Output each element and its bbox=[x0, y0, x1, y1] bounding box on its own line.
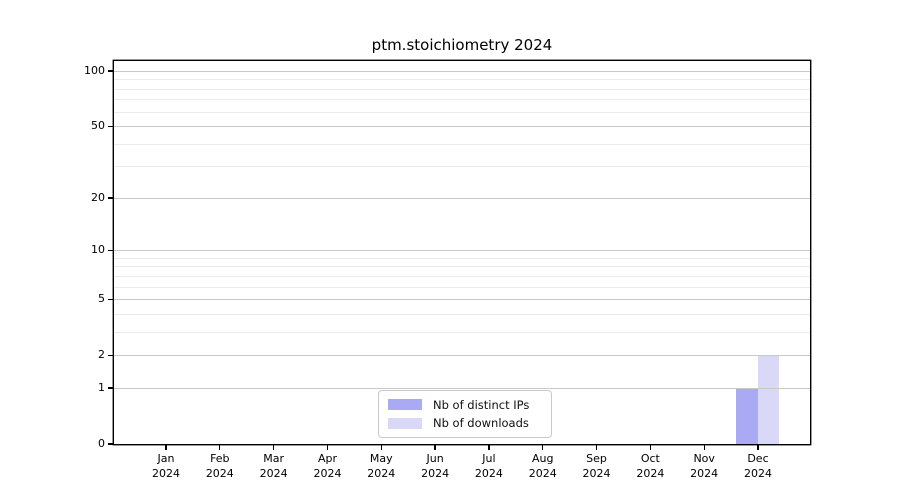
y-tick-label: 10 bbox=[91, 243, 105, 257]
x-tick-label-month: Apr bbox=[317, 452, 337, 465]
x-tick-label-month: Jan bbox=[157, 452, 175, 465]
x-tick-label-year: 2024 bbox=[528, 466, 557, 480]
bars-layer bbox=[114, 61, 810, 444]
gridline-minor bbox=[114, 143, 810, 145]
x-tick-label-year: 2024 bbox=[421, 466, 450, 480]
x-tick-label: Nov 2024 bbox=[672, 452, 736, 481]
y-axis-tick bbox=[108, 197, 113, 199]
x-tick-label-month: May bbox=[369, 452, 393, 465]
x-tick-label: Feb 2024 bbox=[188, 452, 252, 481]
y-axis-tick bbox=[108, 443, 113, 445]
gridline-minor bbox=[114, 266, 810, 268]
y-tick-label: 5 bbox=[98, 292, 105, 306]
x-tick-label-year: 2024 bbox=[152, 466, 180, 480]
x-axis-tick bbox=[649, 445, 651, 450]
x-tick-label-month: Sep bbox=[586, 452, 607, 465]
gridline-minor bbox=[114, 257, 810, 259]
y-axis-tick bbox=[108, 125, 113, 127]
bar-nb-of-downloads bbox=[757, 355, 780, 444]
x-tick-label-year: 2024 bbox=[582, 466, 611, 480]
x-tick-label: May 2024 bbox=[349, 452, 413, 481]
x-tick-label-year: 2024 bbox=[259, 466, 288, 480]
x-tick-label-year: 2024 bbox=[313, 466, 342, 480]
y-axis-tick bbox=[108, 249, 113, 251]
x-tick-label-month: Mar bbox=[263, 452, 284, 465]
x-tick-label: Jan 2024 bbox=[134, 452, 198, 481]
x-tick-label-month: Feb bbox=[210, 452, 230, 465]
x-axis-tick bbox=[380, 445, 382, 450]
x-tick-label-month: Oct bbox=[640, 452, 660, 465]
x-tick-label-month: Nov bbox=[693, 452, 715, 465]
gridline-minor bbox=[114, 99, 810, 101]
plot-area bbox=[114, 61, 810, 444]
bar-nb-of-distinct-ips bbox=[736, 387, 758, 444]
x-tick-label-year: 2024 bbox=[205, 466, 234, 480]
legend-swatch bbox=[388, 399, 422, 410]
x-axis-tick bbox=[165, 445, 167, 450]
x-axis-tick bbox=[272, 445, 275, 450]
gridline-major bbox=[114, 355, 810, 357]
gridline-minor bbox=[114, 111, 810, 113]
gridline-major bbox=[114, 71, 810, 72]
gridline-minor bbox=[114, 79, 810, 81]
gridline-major bbox=[114, 387, 810, 389]
legend-item: Nb of distinct IPs bbox=[388, 398, 542, 412]
gridline-minor bbox=[114, 331, 810, 333]
gridline-minor bbox=[114, 88, 810, 90]
x-tick-label-month: Jun bbox=[426, 452, 444, 465]
gridline-major bbox=[114, 299, 810, 301]
x-tick-label: Mar 2024 bbox=[242, 452, 306, 481]
y-axis-tick bbox=[108, 70, 113, 72]
legend: Nb of distinct IPs Nb of downloads bbox=[378, 390, 552, 438]
x-tick-label: Sep 2024 bbox=[565, 452, 629, 481]
gridline-minor bbox=[114, 313, 810, 315]
x-tick-label: Jul 2024 bbox=[457, 452, 521, 481]
legend-swatch bbox=[388, 418, 422, 429]
x-tick-label-month: Jul bbox=[482, 452, 496, 465]
gridline-minor bbox=[114, 275, 810, 277]
gridline-major bbox=[114, 250, 810, 252]
x-tick-label-month: Aug bbox=[531, 452, 554, 465]
y-tick-label: 100 bbox=[84, 64, 105, 77]
x-tick-label: Aug 2024 bbox=[511, 452, 575, 481]
legend-label: Nb of downloads bbox=[433, 416, 529, 431]
y-tick-label: 2 bbox=[98, 348, 105, 362]
y-axis-tick bbox=[108, 298, 113, 300]
gridline-major bbox=[114, 126, 810, 128]
gridline-minor bbox=[114, 286, 810, 288]
x-tick-label: Oct 2024 bbox=[618, 452, 682, 481]
x-tick-label: Apr 2024 bbox=[295, 452, 359, 481]
y-axis-tick bbox=[108, 387, 113, 389]
x-tick-label-year: 2024 bbox=[743, 466, 772, 480]
x-tick-label-year: 2024 bbox=[690, 466, 719, 480]
y-tick-label: 50 bbox=[91, 119, 105, 133]
y-tick-label: 1 bbox=[98, 380, 105, 394]
legend-item: Nb of downloads bbox=[388, 416, 542, 430]
x-axis-tick bbox=[595, 445, 598, 450]
x-axis-tick bbox=[488, 445, 490, 450]
y-tick-label: 20 bbox=[91, 190, 105, 204]
x-axis-tick bbox=[757, 445, 759, 450]
x-axis-tick bbox=[542, 445, 544, 450]
x-axis-tick bbox=[434, 445, 436, 450]
x-tick-label-year: 2024 bbox=[474, 466, 503, 480]
gridline-major bbox=[114, 197, 810, 199]
gridline-minor bbox=[114, 166, 810, 168]
y-tick-label: 0 bbox=[98, 437, 105, 450]
x-tick-label: Jun 2024 bbox=[403, 452, 467, 481]
grid-layer bbox=[114, 61, 810, 444]
x-tick-label-year: 2024 bbox=[636, 466, 665, 480]
x-tick-label-month: Dec bbox=[747, 452, 769, 465]
x-tick-label-year: 2024 bbox=[367, 466, 396, 480]
x-axis-tick bbox=[219, 445, 221, 450]
x-axis-tick bbox=[703, 445, 705, 450]
x-tick-label: Dec 2024 bbox=[726, 452, 790, 481]
chart-title: ptm.stoichiometry 2024 bbox=[371, 36, 553, 54]
x-axis-tick bbox=[326, 445, 329, 450]
y-axis-tick bbox=[108, 354, 113, 356]
legend-label: Nb of distinct IPs bbox=[433, 397, 530, 412]
